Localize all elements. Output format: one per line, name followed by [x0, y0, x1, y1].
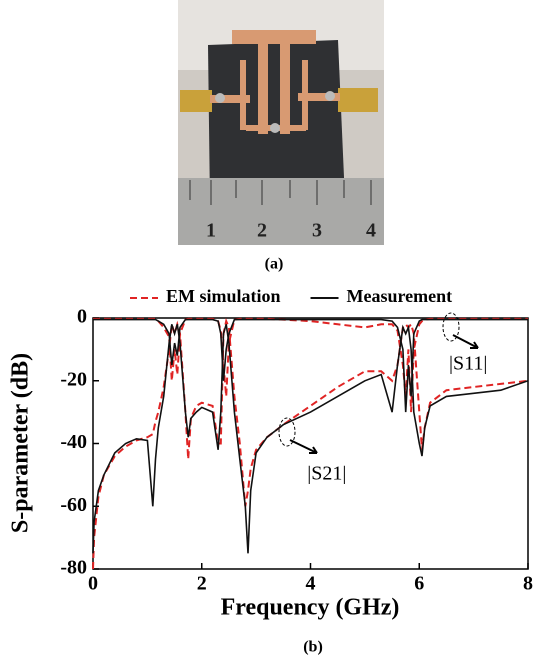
series-line — [92, 324, 529, 554]
ruler-label: 2 — [257, 220, 267, 242]
ruler-label: 1 — [206, 220, 216, 242]
x-tick-label: 0 — [88, 573, 98, 595]
annotation-ellipse — [278, 417, 296, 447]
x-tick-label: 6 — [414, 573, 424, 595]
y-tick-label: -60 — [60, 494, 87, 516]
arrow — [452, 334, 479, 349]
annotation: |S21| — [307, 462, 346, 484]
photo: 1 2 3 4 — [178, 0, 384, 245]
legend-label: EM simulation — [166, 286, 281, 306]
annotation-ellipse — [442, 312, 460, 342]
x-tick-label: 2 — [197, 573, 207, 595]
caption: (a) — [265, 256, 284, 273]
ruler-label: 4 — [366, 220, 376, 242]
legend-label: Measurement — [347, 286, 453, 306]
series-line — [93, 317, 528, 413]
y-tick-label: 0 — [77, 306, 87, 328]
x-tick-label: 4 — [306, 573, 316, 595]
x-axis-label: Frequency (GHz) — [221, 595, 400, 621]
arrow — [289, 439, 318, 454]
x-tick-label: 8 — [523, 573, 533, 595]
annotation: |S11| — [449, 353, 487, 375]
y-axis-label: S-parameter (dB) — [8, 353, 34, 533]
y-tick-label: -80 — [60, 557, 87, 579]
y-tick-label: -40 — [60, 431, 87, 453]
series-line — [93, 318, 528, 413]
ruler-label: 3 — [312, 220, 322, 242]
caption: (b) — [303, 639, 323, 656]
y-tick-label: -20 — [60, 368, 87, 390]
